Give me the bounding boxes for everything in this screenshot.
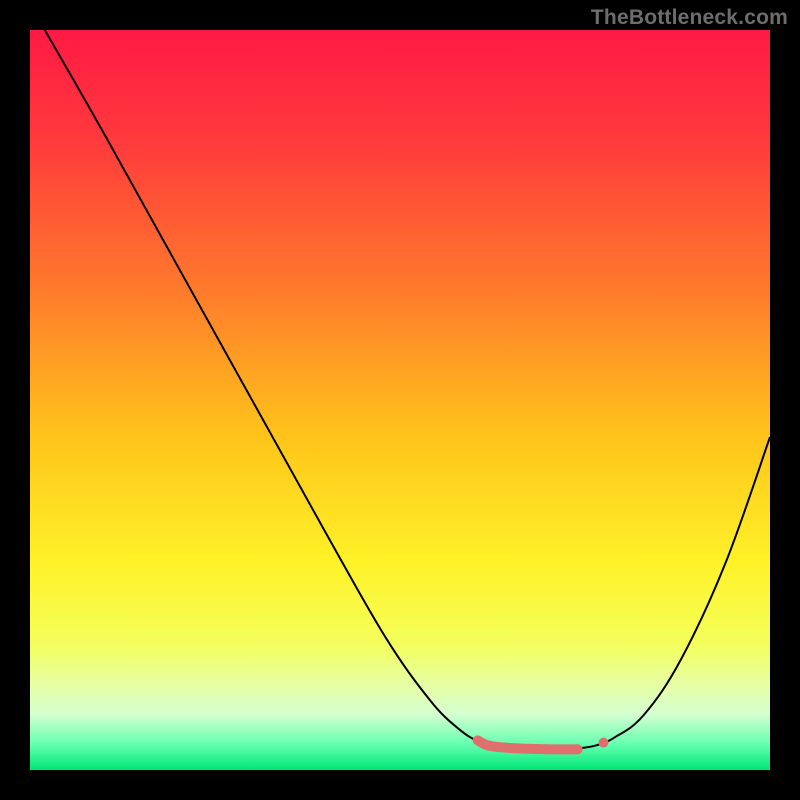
highlight-end-dot — [599, 738, 609, 748]
bottleneck-curve-chart — [0, 0, 800, 800]
watermark-text: TheBottleneck.com — [591, 6, 788, 30]
chart-container: { "watermark": { "text": "TheBottleneck.… — [0, 0, 800, 800]
